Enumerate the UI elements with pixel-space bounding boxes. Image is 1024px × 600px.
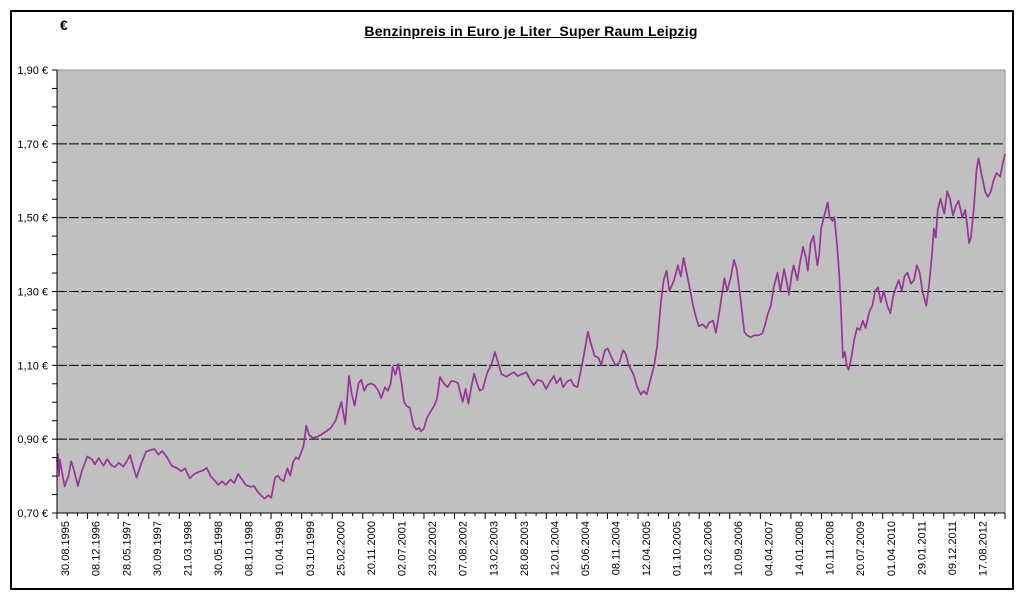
- x-axis-label: 13.02.2003: [488, 521, 500, 576]
- x-axis-label: 12.01.2004: [549, 521, 561, 576]
- y-axis-label: 1,70 €: [17, 139, 48, 151]
- x-axis-label: 20.07.2009: [855, 521, 867, 576]
- x-axis-label: 17.08.2012: [978, 521, 990, 576]
- y-axis-label: 0,70 €: [17, 508, 48, 520]
- x-axis-label: 12.04.2005: [641, 521, 653, 576]
- x-axis-label: 05.06.2004: [580, 521, 592, 576]
- x-axis-label: 30.08.1995: [60, 521, 72, 576]
- y-axis-label: 1,30 €: [17, 287, 48, 299]
- chart-canvas: 1,90 € 1,70 € 1,50 € 1,30 € 1,10 € 0,90 € 0,70…: [17, 65, 1006, 576]
- price-line: [56, 153, 1006, 500]
- x-axis-label: 10.09.2006: [733, 521, 745, 576]
- y-axis-label: 1,10 €: [17, 360, 48, 372]
- y-axis-label: 1,90 €: [17, 65, 48, 77]
- x-axis-label: 20.11.2000: [366, 521, 378, 575]
- x-axis-label: 08.10.1998: [244, 521, 256, 576]
- chart-frame: € Benzinpreis in Euro je Liter Super Rau…: [10, 10, 1014, 590]
- x-axis-label: 13.02.2006: [702, 521, 714, 576]
- x-axis-label: 30.05.1998: [213, 521, 225, 576]
- x-axis-label: 09.12.2011: [947, 521, 959, 575]
- x-axis-label: 21.03.1998: [182, 521, 194, 576]
- x-axis-label: 25.02.2000: [335, 521, 347, 576]
- x-axis-label: 07.08.2002: [458, 521, 470, 576]
- x-axis-label: 08.11.2004: [611, 521, 623, 575]
- x-axis-label: 10.04.1999: [274, 521, 286, 576]
- chart-title: Benzinpreis in Euro je Liter Super Raum …: [364, 23, 698, 39]
- x-axis-label: 30.09.1997: [152, 521, 164, 576]
- x-axis-label: 29.01.2011: [916, 521, 928, 575]
- x-axis-label: 01.04.2010: [886, 521, 898, 576]
- x-axis-label: 03.10.1999: [305, 521, 317, 576]
- x-axis-label: 28.05.1997: [121, 521, 133, 576]
- x-axis-label: 04.04.2007: [763, 521, 775, 576]
- y-axis-unit-label: €: [60, 17, 68, 33]
- x-axis-label: 28.08.2003: [519, 521, 531, 576]
- y-axis-label: 1,50 €: [17, 213, 48, 225]
- y-axis-label: 0,90 €: [17, 434, 48, 446]
- x-axis-label: 23.02.2002: [427, 521, 439, 576]
- x-axis-label: 10.11.2008: [825, 521, 837, 575]
- x-axis-label: 02.07.2001: [397, 521, 409, 576]
- x-axis-label: 08.12.1996: [91, 521, 103, 576]
- x-axis-label: 01.10.2005: [672, 521, 684, 576]
- x-axis-label: 14.01.2008: [794, 521, 806, 576]
